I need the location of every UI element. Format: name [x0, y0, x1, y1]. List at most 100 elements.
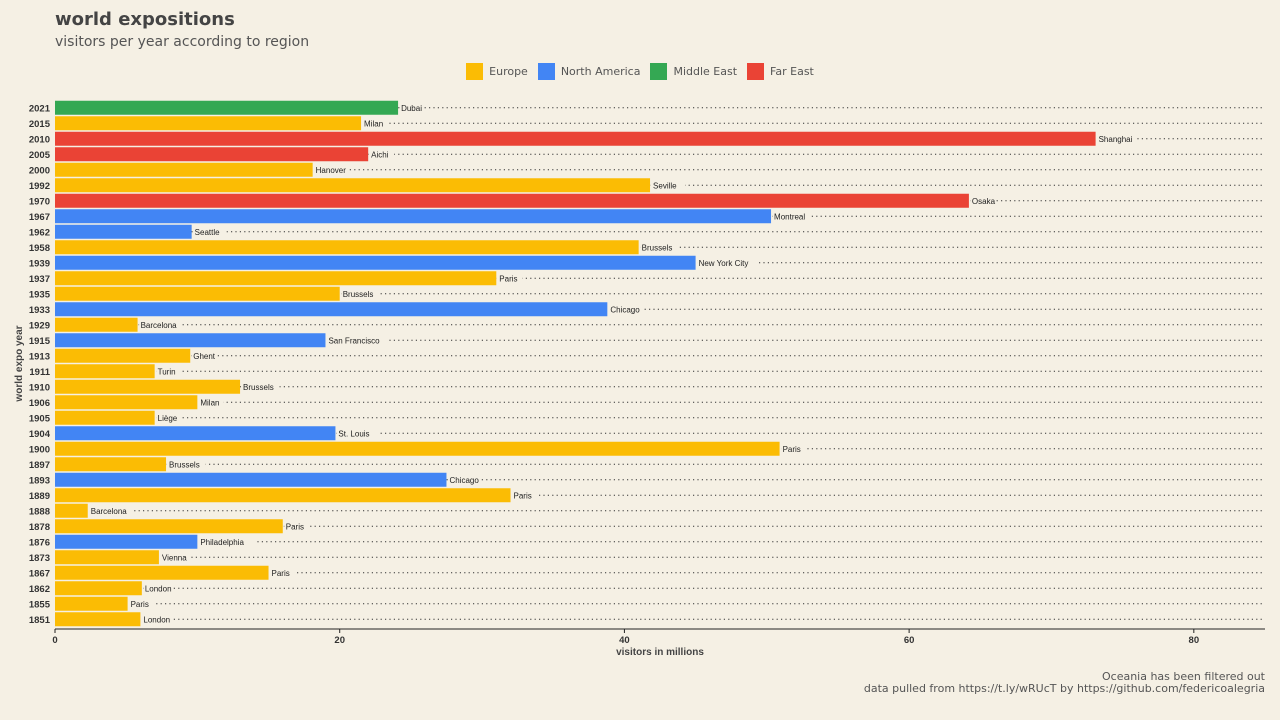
bar-label-philadelphia: Philadelphia: [200, 538, 244, 547]
bar-label-paris: Paris: [514, 491, 532, 500]
y-tick-label-2000: 2000: [29, 165, 50, 176]
bar-row-2015: Milan 2015: [29, 116, 1265, 131]
bar-label-dubai: Dubai: [401, 104, 422, 113]
bar-row-1933: Chicago 1933: [29, 302, 1265, 317]
bar-label-background: [512, 490, 537, 500]
bar-1992: [55, 178, 651, 193]
bar-row-1915: San Francisco 1915: [29, 333, 1265, 348]
footer-note: Oceania has been filtered out: [1101, 670, 1265, 683]
bar-row-1937: Paris 1937: [29, 271, 1265, 286]
bar-label-milan: Milan: [364, 119, 383, 128]
bar-1855: [55, 596, 128, 611]
bar-1929: [55, 317, 138, 332]
bar-label-background: [198, 537, 255, 547]
y-tick-label-1862: 1862: [29, 584, 50, 595]
legend-item-far-east: Far East: [747, 63, 814, 80]
bar-row-1935: Brussels 1935: [29, 286, 1265, 301]
bar-row-1900: Paris 1900: [29, 441, 1265, 456]
bar-1910: [55, 379, 241, 394]
bar-row-1893: Chicago 1893: [29, 472, 1265, 487]
bar-label-aichi: Aichi: [371, 150, 389, 159]
bar-1904: [55, 426, 336, 441]
bar-1878: [55, 519, 283, 534]
bar-label-background: [651, 180, 686, 190]
y-tick-label-1915: 1915: [29, 336, 51, 347]
bar-1876: [55, 534, 198, 549]
bar-label-new-york-city: New York City: [699, 259, 749, 268]
y-tick-label-1937: 1937: [29, 274, 50, 285]
x-tick-label-80: 80: [1189, 635, 1200, 646]
y-axis-title: world expo year: [14, 325, 25, 402]
x-tick-label-40: 40: [619, 635, 630, 646]
bar-1913: [55, 348, 191, 363]
bar-row-1967: Montreal 1967: [29, 209, 1265, 224]
bar-label-barcelona: Barcelona: [91, 507, 128, 516]
bar-label-paris: Paris: [286, 522, 304, 531]
bar-label-paris: Paris: [131, 600, 149, 609]
y-tick-label-1851: 1851: [29, 615, 51, 626]
bar-label-brussels: Brussels: [243, 383, 274, 392]
bar-1933: [55, 302, 608, 317]
y-tick-label-1958: 1958: [29, 243, 50, 254]
bar-row-1878: Paris 1878: [29, 519, 1265, 534]
bar-label-brussels: Brussels: [343, 290, 374, 299]
bar-1900: [55, 441, 780, 456]
bar-row-1867: Paris 1867: [29, 565, 1265, 580]
bar-label-background: [697, 258, 758, 268]
y-tick-label-1876: 1876: [29, 537, 50, 548]
bar-2005: [55, 147, 369, 162]
chart-legend: Europe North America Middle East Far Eas…: [0, 63, 1280, 80]
bar-row-2005: Aichi 2005: [29, 147, 1265, 162]
bar-1897: [55, 457, 167, 472]
bar-row-1970: Osaka 1970: [29, 193, 1265, 208]
bar-label-background: [198, 397, 224, 407]
y-tick-label-2010: 2010: [29, 134, 50, 145]
legend-label-middle-east: Middle East: [673, 65, 738, 78]
bar-1939: [55, 255, 696, 270]
bar-1851: [55, 612, 141, 627]
bar-label-london: London: [143, 615, 170, 624]
bar-label-ghent: Ghent: [193, 352, 216, 361]
bar-row-1910: Brussels 1910: [29, 379, 1265, 394]
y-tick-label-1935: 1935: [29, 289, 51, 300]
bar-label-background: [314, 165, 348, 175]
bar-label-seville: Seville: [653, 181, 677, 190]
bar-row-1929: Barcelona 1929: [29, 317, 1265, 332]
bar-row-1889: Paris 1889: [29, 488, 1265, 503]
bar-1862: [55, 581, 142, 596]
bar-label-background: [141, 614, 171, 624]
bar-1962: [55, 224, 192, 239]
bar-label-background: [362, 118, 388, 128]
bar-label-background: [167, 459, 206, 469]
y-tick-label-1893: 1893: [29, 475, 50, 486]
y-tick-label-1970: 1970: [29, 196, 50, 207]
legend-item-middle-east: Middle East: [650, 63, 737, 80]
bar-label-background: [640, 242, 679, 252]
y-tick-label-1911: 1911: [29, 367, 50, 378]
x-tick-label-20: 20: [334, 635, 345, 646]
bar-label-vienna: Vienna: [162, 553, 187, 562]
bar-label-hanover: Hanover: [316, 166, 347, 175]
chart-title: world expositions: [55, 9, 235, 30]
bar-label-background: [772, 211, 811, 221]
bar-label-background: [129, 599, 154, 609]
legend-label-north-america: North America: [560, 65, 641, 78]
x-tick-label-0: 0: [52, 635, 57, 646]
bar-label-background: [369, 149, 395, 159]
legend-item-europe: Europe: [466, 63, 528, 80]
bar-label-paris: Paris: [783, 445, 801, 454]
bar-label-background: [193, 227, 227, 237]
bar-label-st-louis: St. Louis: [338, 429, 369, 438]
bar-label-background: [270, 568, 295, 578]
bar-row-1851: London 1851: [29, 612, 1265, 627]
y-tick-label-1888: 1888: [29, 506, 50, 517]
bar-label-background: [139, 320, 182, 330]
bar-label-background: [341, 289, 380, 299]
y-tick-label-1905: 1905: [29, 413, 51, 424]
y-tick-label-1867: 1867: [29, 568, 50, 579]
y-tick-label-1933: 1933: [29, 305, 50, 316]
bar-row-1876: Philadelphia 1876: [29, 534, 1265, 549]
legend-swatch-europe: [466, 63, 484, 80]
bar-label-san-francisco: San Francisco: [328, 336, 380, 345]
bar-label-shanghai: Shanghai: [1099, 135, 1133, 144]
